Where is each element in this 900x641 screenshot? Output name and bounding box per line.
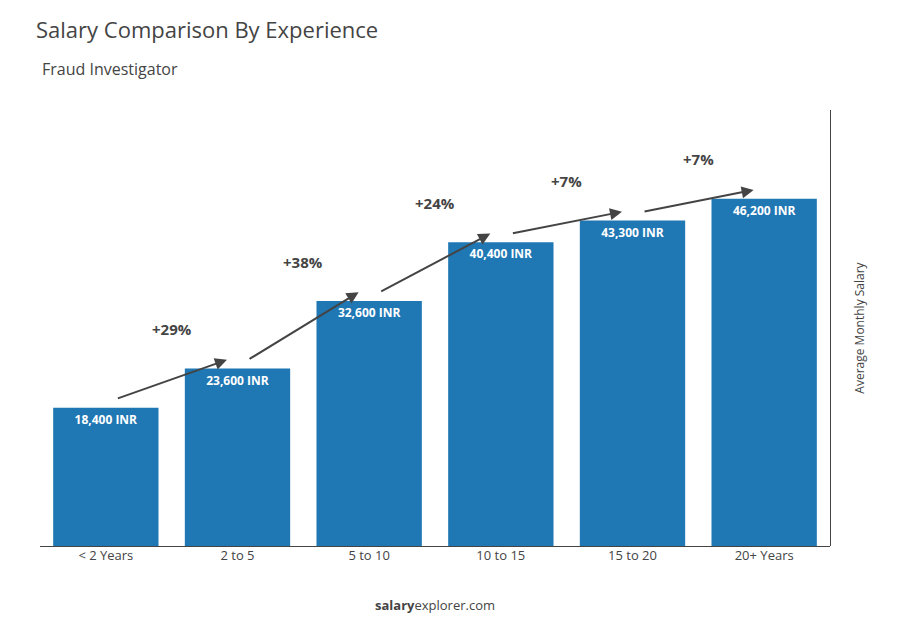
- svg-text:salaryexplorer.com: salaryexplorer.com: [375, 596, 495, 614]
- svg-text:+38%: +38%: [283, 252, 323, 272]
- svg-text:23,600 INR: 23,600 INR: [206, 372, 269, 389]
- svg-text:Salary Comparison By Experienc: Salary Comparison By Experience: [36, 14, 378, 44]
- svg-text:20+ Years: 20+ Years: [735, 546, 794, 564]
- svg-text:+24%: +24%: [415, 193, 455, 213]
- svg-text:+7%: +7%: [551, 171, 582, 191]
- svg-text:< 2 Years: < 2 Years: [78, 546, 133, 564]
- svg-text:+29%: +29%: [152, 319, 192, 339]
- svg-text:5 to 10: 5 to 10: [348, 546, 390, 564]
- svg-text:32,600 INR: 32,600 INR: [338, 304, 401, 321]
- svg-text:+7%: +7%: [683, 149, 714, 169]
- svg-text:Average Monthly Salary: Average Monthly Salary: [851, 261, 868, 393]
- svg-text:18,400 INR: 18,400 INR: [75, 411, 138, 428]
- svg-text:10 to 15: 10 to 15: [476, 546, 525, 564]
- svg-text:15 to 20: 15 to 20: [608, 546, 657, 564]
- svg-text:46,200 INR: 46,200 INR: [733, 202, 796, 219]
- svg-text:43,300 INR: 43,300 INR: [601, 224, 664, 241]
- svg-text:40,400 INR: 40,400 INR: [470, 245, 533, 262]
- svg-text:2 to 5: 2 to 5: [220, 546, 254, 564]
- svg-text:Fraud Investigator: Fraud Investigator: [42, 58, 178, 80]
